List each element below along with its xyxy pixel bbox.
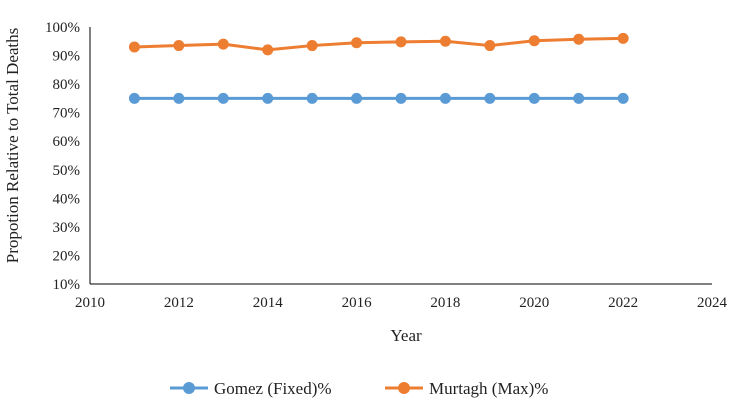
data-point: [528, 35, 540, 47]
y-tick-labels: 10% 20% 30% 40% 50% 60% 70% 80% 90% 100%: [45, 20, 80, 293]
data-point: [395, 36, 407, 48]
y-axis-title: Propotion Relative to Total Deaths: [3, 28, 22, 264]
y-tick-label: 60%: [53, 134, 81, 150]
x-tick-label: 2010: [75, 295, 105, 311]
data-point: [573, 33, 585, 45]
legend-marker: [398, 382, 410, 394]
y-tick-label: 30%: [53, 220, 81, 236]
data-point: [439, 92, 451, 104]
series-layer: [128, 32, 629, 104]
y-tick-label: 40%: [53, 191, 81, 207]
data-point: [528, 92, 540, 104]
data-point: [217, 92, 229, 104]
x-tick-label: 2016: [342, 295, 373, 311]
data-point: [217, 38, 229, 50]
legend-marker: [183, 382, 195, 394]
data-point: [173, 92, 185, 104]
legend-item: Murtagh (Max)%: [385, 379, 548, 398]
legend: Gomez (Fixed)% Murtagh (Max)%: [170, 379, 548, 398]
y-tick-label: 50%: [53, 163, 81, 179]
x-tick-label: 2022: [608, 295, 638, 311]
data-point: [262, 44, 274, 56]
series-2: [128, 32, 629, 56]
x-tick-labels: 2010 2012 2014 2016 2018 2020 2022 2024: [75, 295, 728, 311]
legend-label: Gomez (Fixed)%: [214, 379, 332, 398]
y-tick-label: 90%: [53, 49, 81, 65]
legend-label: Murtagh (Max)%: [429, 379, 548, 398]
x-tick-label: 2018: [430, 295, 460, 311]
y-tick-label: 20%: [53, 248, 81, 264]
data-point: [173, 40, 185, 52]
data-point: [306, 92, 318, 104]
axes: [89, 27, 712, 285]
data-point: [306, 40, 318, 52]
series-1: [128, 92, 629, 104]
y-tick-label: 80%: [53, 77, 81, 93]
data-point: [351, 37, 363, 49]
data-point: [573, 92, 585, 104]
data-point: [128, 41, 140, 53]
legend-item: Gomez (Fixed)%: [170, 379, 332, 398]
series-line: [134, 36, 624, 52]
x-tick-label: 2014: [253, 295, 284, 311]
x-tick-label: 2012: [164, 295, 194, 311]
data-point: [395, 92, 407, 104]
data-point: [617, 92, 629, 104]
data-point: [351, 92, 363, 104]
y-tick-label: 100%: [45, 20, 80, 36]
data-point: [484, 40, 496, 52]
y-tick-label: 10%: [53, 277, 81, 293]
data-point: [128, 92, 140, 104]
data-point: [439, 35, 451, 47]
x-tick-label: 2020: [519, 295, 549, 311]
data-point: [617, 32, 629, 44]
x-tick-label: 2024: [697, 295, 728, 311]
x-axis-title: Year: [390, 326, 422, 345]
y-tick-label: 70%: [53, 106, 81, 122]
data-point: [262, 92, 274, 104]
data-point: [484, 92, 496, 104]
